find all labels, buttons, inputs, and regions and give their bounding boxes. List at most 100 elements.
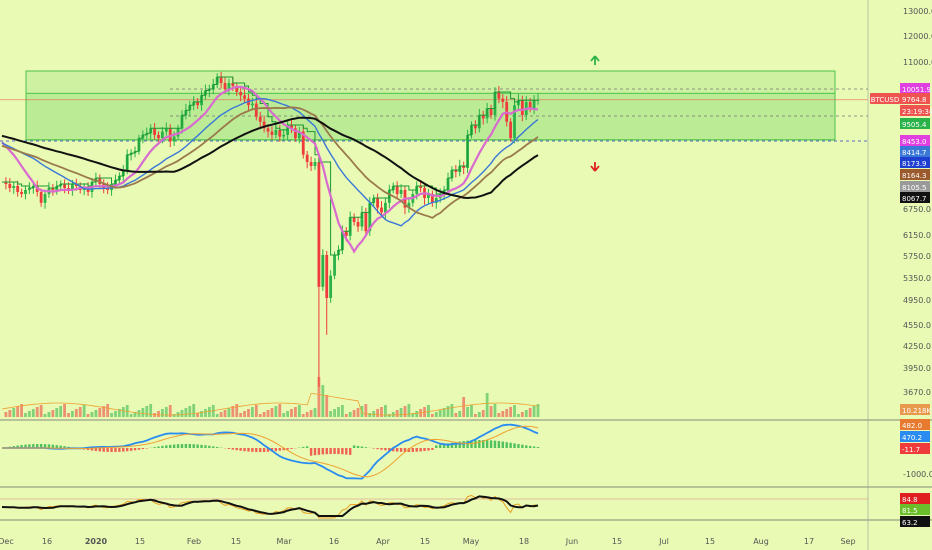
time-tick-label: 17 <box>804 537 814 546</box>
time-tick-label: 2020 <box>85 537 108 546</box>
macd-histogram-bar <box>47 444 51 448</box>
volume-bar <box>274 406 278 417</box>
macd-histogram-bar <box>341 448 344 455</box>
candle-body <box>497 92 501 99</box>
time-tick-label: 15 <box>705 537 715 546</box>
price-tick-label: 4950.0 <box>903 296 931 305</box>
candle-body <box>380 207 383 213</box>
price-axis[interactable]: 13000.0 12000.0 11000.0 6750.0 6150.0 5750.0 5… <box>903 7 932 397</box>
macd-histogram-bar <box>172 444 176 448</box>
volume-bar <box>86 414 90 417</box>
macd-badge <box>900 431 930 442</box>
volume-bar <box>47 412 51 417</box>
candle-body <box>501 98 505 102</box>
time-axis[interactable]: Dec 16 2020 15 Feb 15 Mar 16 Apr 15 May 18 Jun 15 Jul 1… <box>0 537 856 546</box>
macd-histogram-bar <box>313 448 317 456</box>
volume-bar <box>172 414 176 417</box>
volume-bar <box>462 397 466 417</box>
volume-bar <box>485 393 489 417</box>
volume-bar <box>215 414 219 417</box>
volume-bar <box>94 410 98 417</box>
volume-bar <box>344 414 348 417</box>
candle-body <box>266 128 270 132</box>
volume-bar <box>114 411 117 417</box>
volume-bar <box>290 409 293 417</box>
time-tick-label: Jul <box>658 537 669 546</box>
volume-bar <box>55 408 59 417</box>
candle-body <box>168 128 172 142</box>
macd-histogram-bar <box>141 448 145 450</box>
macd-histogram-bar <box>282 448 285 451</box>
price-tick-label: 6750.0 <box>903 205 931 214</box>
macd-histogram-bar <box>438 444 442 448</box>
volume-bar <box>149 404 153 417</box>
candle-body <box>243 95 246 99</box>
volume-bar <box>301 414 305 417</box>
volume-bar <box>524 410 528 417</box>
volume-bar <box>59 406 63 417</box>
candle-body <box>325 255 329 298</box>
volume-bar <box>231 406 235 417</box>
macd-histogram-bar <box>489 440 493 448</box>
candle-body <box>219 77 223 83</box>
time-tick-label: 15 <box>420 537 430 546</box>
candle-body <box>356 222 360 227</box>
macd-histogram-bar <box>497 441 501 448</box>
macd-histogram-bar <box>259 448 262 452</box>
candle-body <box>39 192 43 203</box>
time-tick-label: Dec <box>0 537 14 546</box>
candle-body <box>262 121 266 129</box>
macd-histogram-bar <box>376 448 379 450</box>
candle-body <box>517 100 520 106</box>
macd-histogram-bar <box>266 448 270 452</box>
volume-bar <box>337 407 340 417</box>
rsi-badge-label: 84.8 <box>902 496 918 504</box>
volume-bar <box>117 409 121 417</box>
candle-body <box>321 255 325 287</box>
volume-bar <box>51 410 55 417</box>
macd-histogram-bar <box>305 446 309 448</box>
macd-histogram-bar <box>255 448 258 452</box>
price-badge-label: 23:19:34 <box>902 108 932 116</box>
macd-histogram-bar <box>415 448 418 452</box>
volume-bar <box>282 413 286 417</box>
macd-histogram-bar <box>137 448 141 450</box>
candle-body <box>407 202 411 208</box>
direction-arrows <box>590 55 600 172</box>
macd-histogram-bar <box>403 448 407 452</box>
volume-bar <box>297 405 301 417</box>
volume-bar <box>219 412 223 417</box>
volume-bar <box>184 408 188 417</box>
macd-histogram-bar <box>521 444 524 448</box>
volume-bar <box>411 413 415 417</box>
volume-bar <box>520 412 524 417</box>
macd-histogram-bar <box>435 445 438 448</box>
candle-body <box>227 83 231 89</box>
macd-histogram-bar <box>419 448 422 452</box>
volume-bar <box>82 405 86 417</box>
volume-bar <box>235 404 239 417</box>
candle-body <box>474 125 477 129</box>
macd-histogram-bar <box>505 442 508 448</box>
candle-body <box>270 131 274 135</box>
macd-badge-label: -11.7 <box>902 446 920 454</box>
candle-body <box>399 190 403 194</box>
volume-bar <box>364 404 368 417</box>
macd-histogram-bar <box>39 444 43 448</box>
volume-bar <box>470 405 473 417</box>
volume-bar <box>309 410 313 417</box>
stepped-trailing-line <box>2 76 539 256</box>
macd-histogram-bar <box>395 448 399 452</box>
volume-bar <box>157 411 160 417</box>
macd-histogram-bar <box>122 448 125 452</box>
price-badge <box>900 146 930 157</box>
price-tick-label: 4550.0 <box>903 321 931 330</box>
volume-bar <box>427 405 430 417</box>
volume-bar <box>454 413 458 417</box>
macd-histogram-bar <box>153 447 156 448</box>
macd-histogram-bar <box>98 448 102 452</box>
volume-bar <box>168 405 172 417</box>
volume-bar <box>442 408 446 417</box>
